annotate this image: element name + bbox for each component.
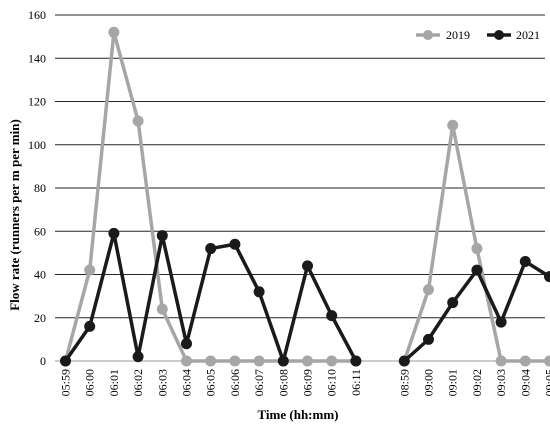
data-point-2021 <box>447 297 459 309</box>
data-point-2021 <box>519 256 531 268</box>
data-point-2019 <box>423 284 434 296</box>
data-point-2021 <box>229 238 241 250</box>
data-point-2019 <box>471 243 483 255</box>
data-point-2021 <box>326 310 338 322</box>
x-tick-label: 06:03 <box>155 369 169 396</box>
data-point-2021 <box>132 351 144 363</box>
x-tick-label: 06:07 <box>252 369 266 396</box>
x-tick-label: 09:01 <box>446 369 460 396</box>
x-tick-label: 06:10 <box>325 369 339 396</box>
x-tick-label: 09:05 <box>543 369 550 396</box>
legend-label: 2021 <box>516 28 540 42</box>
y-tick-label: 60 <box>34 224 46 238</box>
legend-swatch-marker <box>494 30 504 40</box>
legend: 2019 2021 <box>416 28 540 42</box>
series-lines <box>60 26 550 367</box>
x-tick-label: 09:00 <box>422 369 436 396</box>
x-tick-label: 08:59 <box>397 369 411 396</box>
x-tick-label: 06:08 <box>276 369 290 396</box>
y-axis-title: Flow rate (runners per m per min) <box>7 119 22 311</box>
data-point-2021 <box>108 227 120 239</box>
series-line-2021 <box>403 259 550 363</box>
x-tick-label: 06:09 <box>301 369 315 396</box>
data-point-2021 <box>277 355 289 367</box>
data-point-2021 <box>471 264 483 276</box>
x-tick-label: 06:11 <box>349 369 363 396</box>
x-axis: 05:59 06:00 06:01 06:02 06:03 06:04 06:05 06:06… <box>59 369 550 396</box>
data-point-2019 <box>253 355 265 367</box>
data-point-2019 <box>132 115 144 127</box>
x-tick-label: 06:01 <box>107 369 121 396</box>
y-axis-ticks: 0 20 40 60 80 100 120 140 160 <box>28 8 46 368</box>
y-tick-label: 160 <box>28 8 46 22</box>
y-tick-label: 20 <box>34 311 46 325</box>
y-tick-label: 80 <box>34 181 46 195</box>
x-tick-label: 06:06 <box>228 369 242 396</box>
data-point-2019 <box>326 355 338 367</box>
data-point-2019 <box>181 355 192 367</box>
y-tick-label: 100 <box>28 138 46 152</box>
data-point-2021 <box>84 320 96 332</box>
data-point-2019 <box>84 264 96 276</box>
y-tick-label: 40 <box>34 268 46 282</box>
x-tick-label: 06:00 <box>83 369 97 396</box>
data-point-2019 <box>519 355 531 367</box>
y-tick-label: 120 <box>28 95 46 109</box>
x-tick-label: 09:04 <box>518 369 532 396</box>
x-tick-label: 05:59 <box>59 369 73 396</box>
data-point-2019 <box>447 119 459 131</box>
x-axis-title: Time (hh:mm) <box>257 407 338 422</box>
y-tick-label: 0 <box>40 354 46 368</box>
data-point-2021 <box>423 333 434 345</box>
data-point-2021 <box>302 260 313 272</box>
series-line-2019 <box>63 30 356 363</box>
data-point-2021 <box>60 355 71 367</box>
y-tick-label: 140 <box>28 51 46 65</box>
data-point-2019 <box>302 355 313 367</box>
data-point-2021 <box>495 316 507 328</box>
data-point-2019 <box>544 355 550 367</box>
x-tick-label: 09:02 <box>470 369 484 396</box>
data-point-2019 <box>495 355 507 367</box>
x-tick-label: 06:04 <box>180 369 194 396</box>
data-point-2019 <box>229 355 241 367</box>
x-tick-label: 06:02 <box>131 369 145 396</box>
data-point-2021 <box>544 271 550 283</box>
data-point-2019 <box>205 355 217 367</box>
data-point-2021 <box>205 243 217 255</box>
legend-swatch-marker <box>423 30 433 40</box>
x-tick-label: 09:03 <box>494 369 508 396</box>
data-point-2021 <box>181 338 192 350</box>
legend-label: 2019 <box>446 28 470 42</box>
gridlines <box>55 14 545 362</box>
data-point-2019 <box>156 303 168 315</box>
data-point-2021 <box>350 355 362 367</box>
data-point-2021 <box>398 355 410 367</box>
data-point-2021 <box>253 286 265 298</box>
x-tick-label: 06:05 <box>204 369 218 396</box>
data-point-2019 <box>108 26 120 38</box>
data-point-2021 <box>156 230 168 242</box>
